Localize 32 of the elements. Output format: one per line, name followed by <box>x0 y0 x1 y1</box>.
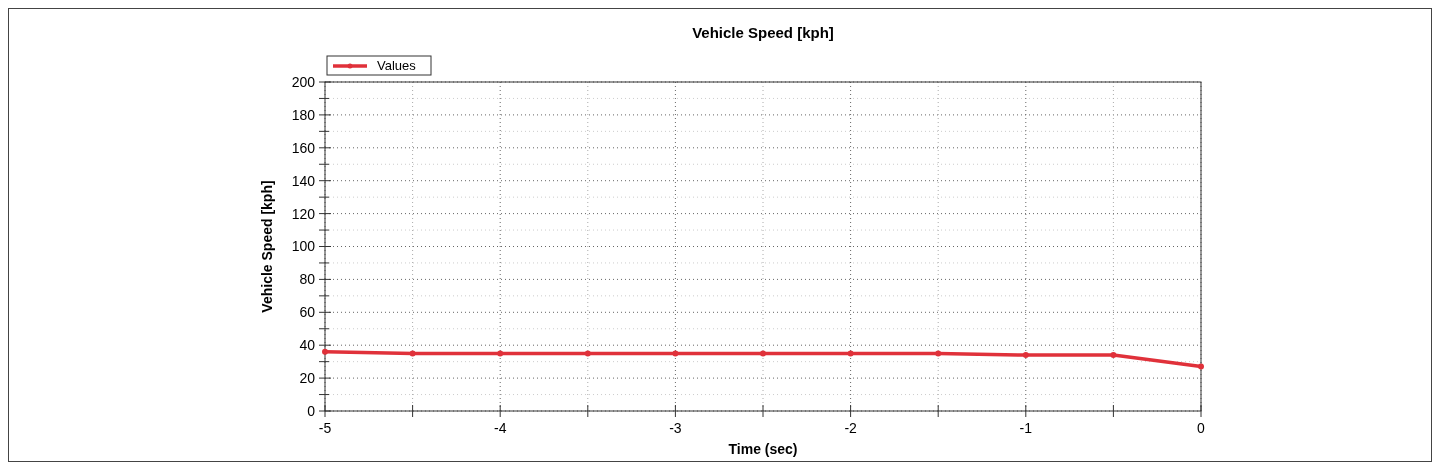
y-tick-label: 0 <box>307 402 316 419</box>
point <box>1198 363 1204 370</box>
x-tick-label: -3 <box>669 420 682 436</box>
y-tick-label: 160 <box>291 139 316 156</box>
x-tick-label: -2 <box>844 420 858 436</box>
y-tick-label: 140 <box>291 172 316 189</box>
x-tick-label: -4 <box>493 420 507 436</box>
y-tick-label: 100 <box>291 238 316 255</box>
x-tick-label: -1 <box>1019 420 1033 436</box>
legend-label: Values <box>377 58 417 73</box>
point <box>760 350 766 357</box>
y-tick-label: 80 <box>299 271 316 288</box>
point <box>1022 352 1029 359</box>
point <box>672 350 679 357</box>
point <box>322 348 328 355</box>
y-tick-label: 180 <box>291 106 316 123</box>
x-tick-label: -5 <box>318 420 332 436</box>
chart-title: Vehicle Speed [kph] <box>692 24 834 41</box>
point <box>935 350 942 357</box>
y-tick-label: 40 <box>299 337 316 354</box>
y-tick-label: 60 <box>299 304 316 321</box>
y-tick-label: 20 <box>299 370 316 386</box>
point <box>1110 352 1117 359</box>
x-axis-title: Time (sec) <box>728 441 798 457</box>
point <box>847 350 854 357</box>
point <box>409 350 416 357</box>
y-axis-title: Vehicle Speed [kph] <box>259 180 275 313</box>
point <box>584 350 591 357</box>
y-tick-label: 200 <box>291 73 316 90</box>
point <box>497 350 504 357</box>
y-tick-label: 120 <box>291 205 316 222</box>
x-tick-label: 0 <box>1197 420 1206 436</box>
